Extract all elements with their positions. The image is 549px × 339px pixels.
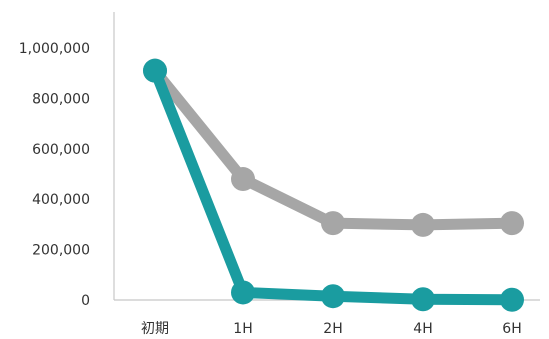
y-axis: 0 200,000 400,000 600,000 800,000 1,000,000 <box>19 12 115 309</box>
data-point <box>143 58 167 83</box>
series-2 <box>143 58 524 312</box>
data-point <box>321 211 345 236</box>
data-point <box>231 167 255 192</box>
data-point <box>500 287 524 312</box>
series-layer <box>143 58 524 312</box>
y-tick-label: 0 <box>81 293 90 309</box>
data-point <box>411 287 435 312</box>
x-tick-label: 1H <box>233 321 252 337</box>
y-tick-label: 200,000 <box>32 243 90 259</box>
y-tick-label: 400,000 <box>32 192 90 208</box>
x-tick-label: 2H <box>323 321 342 337</box>
x-axis: 初期 1H 2H 4H 6H <box>114 299 540 337</box>
data-point <box>321 284 345 309</box>
data-point <box>500 211 524 236</box>
x-tick-label: 6H <box>502 321 521 337</box>
series-1 <box>143 58 524 237</box>
y-tick-label: 800,000 <box>32 91 90 107</box>
x-tick-label: 4H <box>413 321 432 337</box>
y-tick-label: 1,000,000 <box>19 41 90 57</box>
y-tick-label: 600,000 <box>32 142 90 158</box>
data-point <box>231 280 255 305</box>
x-tick-label: 初期 <box>141 320 169 337</box>
data-point <box>411 212 435 237</box>
series-line <box>149 65 518 306</box>
